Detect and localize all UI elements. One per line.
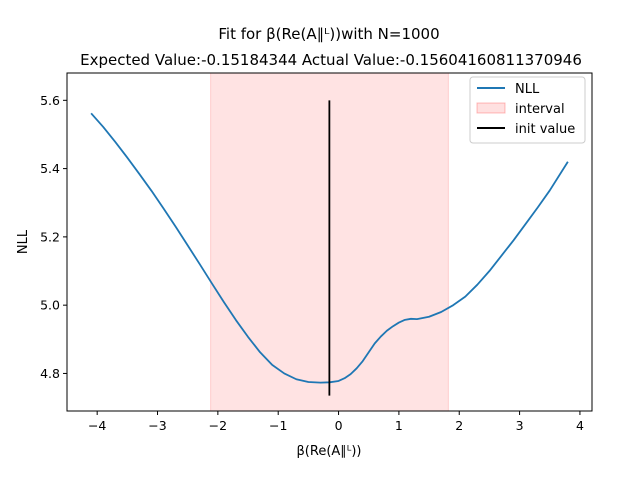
x-tick-label: −1 [269, 418, 287, 433]
x-tick-label: −4 [88, 418, 106, 433]
chart-title-line1: Fit for β(Re(A∥ᴸ))with N=1000 [218, 25, 439, 43]
x-tick-label: 1 [395, 418, 403, 433]
x-tick-label: 3 [516, 418, 524, 433]
x-tick-label: 2 [455, 418, 463, 433]
y-tick-label: 5.0 [40, 298, 60, 313]
plot-area [90, 72, 569, 412]
nll-curve [90, 112, 569, 384]
x-tick-label: 4 [576, 418, 584, 433]
x-axis-label: β(Re(A∥ᴸ)) [297, 444, 362, 459]
y-tick-label: 5.4 [40, 161, 60, 176]
chart-title-line2: Expected Value:-0.15184344 Actual Value:… [80, 51, 582, 69]
y-tick-label: 5.2 [40, 229, 60, 244]
legend: NLL interval init value [469, 76, 586, 144]
legend-swatch-interval [476, 102, 506, 114]
y-tick-label: 4.8 [40, 366, 60, 381]
x-axis-ticks: −4 −3 −2 −1 0 1 2 3 4 [88, 411, 584, 433]
y-axis-ticks: 4.8 5.0 5.2 5.4 5.6 [40, 93, 67, 381]
legend-label-init-value: init value [515, 122, 575, 137]
x-tick-label: 0 [335, 418, 343, 433]
axes-frame [66, 72, 593, 412]
y-tick-label: 5.6 [40, 93, 60, 108]
legend-label-interval: interval [515, 102, 565, 117]
x-tick-label: −3 [148, 418, 166, 433]
y-axis-label: NLL [16, 229, 31, 254]
x-tick-label: −2 [209, 418, 227, 433]
legend-label-nll: NLL [515, 82, 540, 97]
legend-box [469, 76, 586, 144]
